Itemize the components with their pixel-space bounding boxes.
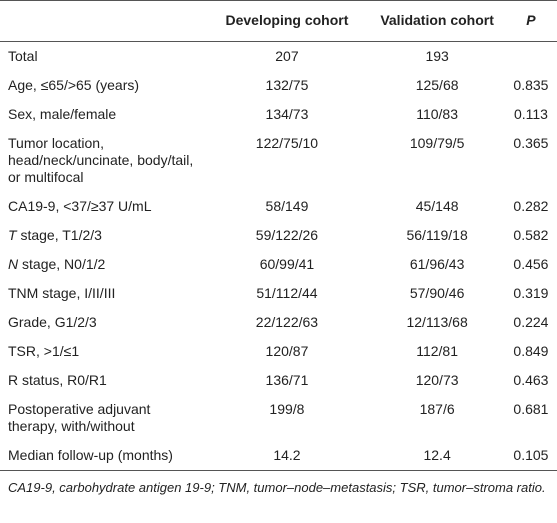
cell: 0.849 bbox=[513, 343, 549, 359]
header-cell: Developing cohort bbox=[200, 0, 370, 42]
row-label: Postoperative adjuvant therapy, with/wit… bbox=[8, 401, 151, 434]
cell: 0.681 bbox=[513, 401, 549, 417]
cell: 125/68 bbox=[415, 77, 459, 93]
label-part: N bbox=[8, 256, 19, 272]
cell: 12.4 bbox=[369, 441, 501, 471]
cell: 0.463 bbox=[513, 372, 549, 388]
table: Developing cohort Validation cohort P To… bbox=[0, 0, 557, 471]
cell: 0.105 bbox=[500, 441, 557, 471]
cell: 0.456 bbox=[513, 256, 549, 272]
cell: 134/73 bbox=[265, 106, 309, 122]
cell: 22/122/63 bbox=[255, 314, 319, 330]
header-row: Developing cohort Validation cohort P bbox=[0, 0, 557, 42]
row-label: Grade, G1/2/3 bbox=[8, 314, 97, 330]
table-row: T stage, T1/2/3 59/122/26 56/119/18 0.582 bbox=[0, 221, 557, 250]
cell: 51/112/44 bbox=[256, 285, 318, 301]
table-row: Age, ≤65/>65 (years) 132/75 125/68 0.835 bbox=[0, 71, 557, 100]
row-label: Median follow-up (months) bbox=[0, 441, 201, 471]
table-row: R status, R0/R1 136/71 120/73 0.463 bbox=[0, 366, 557, 395]
row-label: R status, R0/R1 bbox=[8, 372, 107, 388]
cell: 0.224 bbox=[513, 314, 549, 330]
page: Developing cohort Validation cohort P To… bbox=[0, 0, 557, 495]
row-label: Age, ≤65/>65 (years) bbox=[8, 77, 140, 93]
cell: 132/75 bbox=[265, 77, 309, 93]
cell: 0.319 bbox=[513, 285, 549, 301]
cell: 0.582 bbox=[513, 227, 549, 243]
cell: 60/99/41 bbox=[259, 256, 315, 272]
cell: 59/122/26 bbox=[255, 227, 319, 243]
cell: 56/119/18 bbox=[406, 227, 468, 243]
table-row: TSR, >1/≤1 120/87 112/81 0.849 bbox=[0, 337, 557, 366]
header-cell bbox=[0, 0, 201, 42]
footnote: CA19-9, carbohydrate antigen 19-9; TNM, … bbox=[8, 480, 546, 495]
table-body: Total 207 193 Age, ≤65/>65 (years) 132/75 125… bbox=[0, 42, 557, 471]
table-row: Tumor location, head/neck/uncinate, body… bbox=[0, 129, 557, 192]
cell: 0.835 bbox=[513, 77, 549, 93]
table-row: CA19-9, <37/≥37 U/mL 58/149 45/148 0.282 bbox=[0, 192, 557, 221]
row-label: Sex, male/female bbox=[8, 106, 117, 122]
row-label: TNM stage, I/II/III bbox=[8, 285, 116, 301]
row-label: TSR, >1/≤1 bbox=[8, 343, 80, 359]
table-row: TNM stage, I/II/III 51/112/44 57/90/46 0.31… bbox=[0, 279, 557, 308]
cell: 0.113 bbox=[513, 106, 548, 122]
cell: 109/79/5 bbox=[409, 135, 465, 151]
table-row: Grade, G1/2/3 22/122/63 12/113/68 0.224 bbox=[0, 308, 557, 337]
cell: 112/81 bbox=[416, 343, 458, 359]
cell: 120/87 bbox=[265, 343, 309, 359]
header-cell: Validation cohort bbox=[369, 0, 501, 42]
label-part: stage, T1/2/3 bbox=[16, 227, 102, 243]
row-label: Tumor location, head/neck/uncinate, body… bbox=[8, 135, 194, 185]
header-cell: P bbox=[500, 0, 557, 42]
cell: 187/6 bbox=[419, 401, 455, 417]
label-part: T bbox=[8, 227, 17, 243]
table-row: Sex, male/female 134/73 110/83 0.113 bbox=[0, 100, 557, 129]
cell: 58/149 bbox=[265, 198, 309, 214]
row-label: CA19-9, <37/≥37 U/mL bbox=[8, 198, 152, 214]
row-label: Total bbox=[8, 48, 38, 64]
cell: 136/71 bbox=[265, 372, 309, 388]
table-row: Median follow-up (months) 14.2 12.4 0.105 bbox=[0, 441, 557, 471]
row-label: N stage, N0/1/2 bbox=[0, 250, 201, 279]
cell: 199/8 bbox=[269, 401, 305, 417]
cell: 12/113/68 bbox=[406, 314, 468, 330]
cell: 14.2 bbox=[200, 441, 370, 471]
cell: 207 bbox=[275, 48, 299, 64]
cell: 0.365 bbox=[513, 135, 549, 151]
cell: 45/148 bbox=[415, 198, 459, 214]
cell bbox=[501, 42, 557, 72]
cell: 61/96/43 bbox=[409, 256, 465, 272]
row-label: T stage, T1/2/3 bbox=[0, 221, 201, 250]
table-row: Postoperative adjuvant therapy, with/wit… bbox=[0, 395, 557, 441]
table-row: Total 207 193 bbox=[0, 42, 557, 72]
cell: 122/75/10 bbox=[255, 135, 319, 151]
cell: 193 bbox=[425, 48, 449, 64]
table-row: N stage, N0/1/2 60/99/41 61/96/43 0.456 bbox=[0, 250, 557, 279]
cell: 120/73 bbox=[415, 372, 459, 388]
cell: 0.282 bbox=[513, 198, 549, 214]
label-part: stage, N0/1/2 bbox=[18, 256, 106, 272]
cell: 57/90/46 bbox=[409, 285, 465, 301]
cell: 110/83 bbox=[416, 106, 458, 122]
